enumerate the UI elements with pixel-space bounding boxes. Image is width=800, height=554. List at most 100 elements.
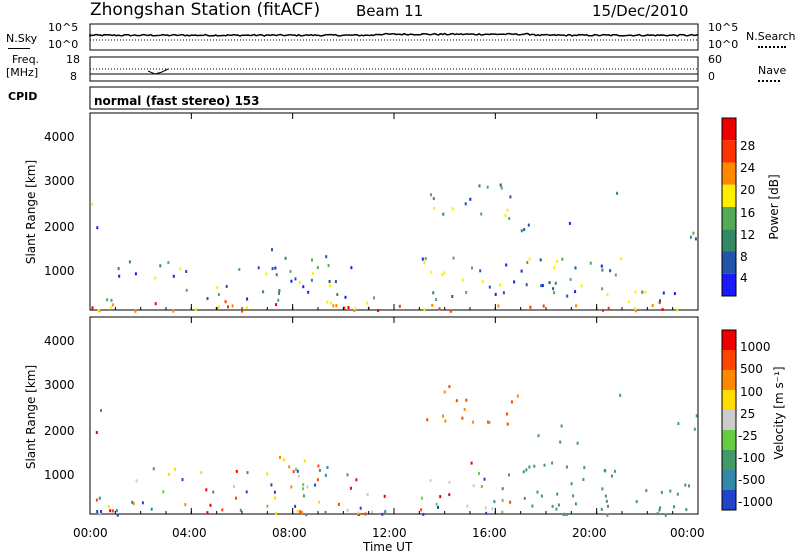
power-cell [694, 237, 697, 241]
power-cell [430, 270, 433, 274]
freq-left-tick-high: 18 [66, 53, 80, 66]
power-cell [350, 266, 353, 270]
vel-cell [162, 490, 165, 494]
power-cell [289, 269, 292, 273]
vel-cell [555, 507, 558, 511]
vel-cell [506, 422, 509, 426]
vel-cell [455, 399, 458, 403]
noise-right-tick-low: 10^0 [708, 38, 739, 51]
vel-cell [677, 422, 680, 426]
power-cell [443, 271, 446, 275]
power-cell [217, 305, 220, 309]
vel-cell [318, 468, 321, 472]
freq-trace [90, 68, 698, 75]
power-cell [332, 304, 335, 308]
power-cell [486, 185, 489, 189]
noise-trace [89, 32, 699, 41]
vel-cell [100, 510, 102, 513]
vel-cell [266, 504, 269, 508]
power-cell [520, 229, 523, 233]
power-cell [159, 264, 162, 268]
vel-cell [604, 469, 607, 473]
power-cell [568, 221, 571, 225]
vel-cbar-frame [721, 329, 737, 511]
power-cell [377, 309, 380, 312]
vel-ytick-2000: 2000 [44, 424, 75, 438]
freq-right-tick-high: 60 [708, 53, 722, 66]
vel-cell [501, 487, 504, 491]
power-cell [344, 295, 347, 299]
vel-cell [673, 505, 675, 509]
xtick-2400: 00:00 [670, 526, 705, 540]
vel-cell [420, 508, 423, 512]
power-cell [499, 283, 501, 287]
power-cell [275, 303, 278, 307]
vel-cell [645, 489, 648, 493]
vel-cell [429, 479, 432, 483]
vel-cell [290, 485, 293, 489]
vel-cell [152, 467, 155, 471]
power-cell [480, 212, 483, 216]
power-cell [614, 273, 617, 277]
power-cbar-swatch [722, 184, 736, 208]
power-cell [227, 305, 229, 309]
power-cbar-8: 8 [740, 250, 748, 264]
power-cell [91, 202, 94, 206]
power-cell [513, 280, 516, 284]
vel-cell [483, 477, 486, 481]
power-cell [469, 197, 472, 201]
vel-cell [318, 500, 321, 504]
vel-ytick-3000: 3000 [44, 378, 75, 392]
power-cell [257, 266, 260, 270]
power-cell [494, 292, 497, 296]
power-cell [644, 290, 647, 294]
power-cell [554, 281, 557, 285]
xtick-0400: 04:00 [172, 526, 207, 540]
power-cell [438, 307, 441, 311]
freq-label: Freq. [12, 53, 40, 66]
power-cell [206, 297, 209, 301]
power-cell [580, 284, 583, 288]
power-cbar-28: 28 [740, 139, 756, 153]
vel-cell [206, 511, 209, 515]
power-cell [606, 293, 609, 297]
power-cell [509, 195, 512, 199]
power-cell [117, 267, 120, 271]
vel-cell [669, 489, 672, 493]
power-cbar-swatch [722, 118, 736, 141]
power-cell [451, 295, 454, 298]
vel-cell [536, 490, 539, 494]
power-cell [424, 257, 427, 261]
power-cell [106, 298, 109, 302]
vel-cell [209, 503, 212, 507]
vel-cell [346, 473, 349, 477]
power-cell [398, 304, 401, 308]
vel-cell [635, 500, 638, 504]
vel-cell [656, 512, 659, 516]
vel-cbar-swatch [722, 470, 736, 491]
power-cell [271, 267, 274, 271]
power-cell [553, 291, 556, 295]
power-cell [167, 261, 170, 265]
vel-cell [565, 513, 568, 516]
power-cell [310, 278, 313, 282]
vel-cell [302, 483, 305, 487]
vel-cell [676, 492, 679, 496]
vel-cell [266, 472, 269, 476]
vel-cell [324, 511, 327, 514]
power-cell [661, 308, 664, 311]
power-cell [449, 309, 452, 313]
vel-cell [98, 496, 101, 500]
power-cell [421, 257, 424, 261]
vel-cell [299, 510, 302, 514]
vel-cell [288, 465, 291, 469]
vel-cell [437, 505, 439, 509]
power-cell [311, 271, 314, 275]
power-cell [330, 301, 333, 305]
vel-cell [448, 385, 451, 389]
power-cell [262, 290, 265, 294]
power-cell [488, 285, 491, 289]
power-cell [298, 280, 301, 284]
power-cell [528, 257, 531, 261]
velocity-ticks [89, 317, 699, 514]
